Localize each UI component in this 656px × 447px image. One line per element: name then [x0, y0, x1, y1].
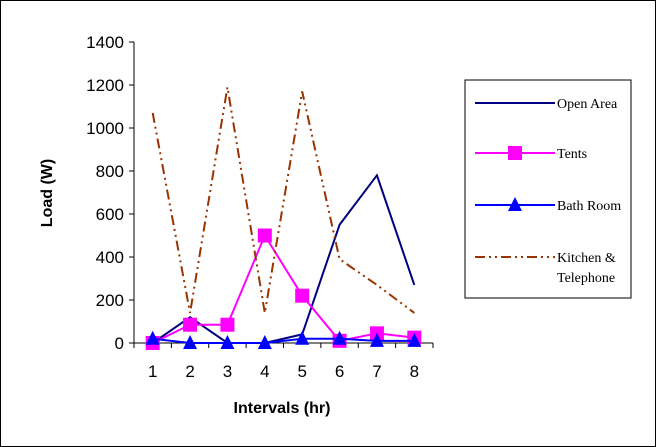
x-tick-label: 3	[223, 362, 232, 381]
x-axis-title: Intervals (hr)	[234, 400, 331, 417]
data-point	[183, 335, 198, 349]
data-point	[407, 332, 422, 347]
series-line	[152, 337, 415, 344]
data-point	[295, 330, 310, 345]
y-tick-label: 800	[96, 162, 124, 181]
legend-label: Telephone	[557, 271, 615, 286]
legend-item-1: Tents	[475, 146, 587, 162]
y-tick-label: 1000	[86, 119, 124, 138]
y-tick-label: 1400	[86, 33, 124, 52]
x-tick-label: 5	[297, 362, 306, 381]
y-tick-label: 1200	[86, 76, 124, 95]
data-point	[257, 228, 272, 243]
series-line	[151, 86, 415, 314]
data-point	[369, 332, 384, 347]
legend-item-3: Kitchen & Telephone	[475, 251, 616, 286]
series-1	[145, 228, 422, 350]
y-tick-label: 400	[96, 248, 124, 267]
data-point	[295, 288, 310, 303]
y-tick-label: 0	[115, 334, 124, 353]
data-point	[220, 317, 235, 332]
x-tick-label: 4	[260, 362, 269, 381]
legend-box	[464, 79, 632, 299]
legend-label: Tents	[557, 147, 587, 162]
y-tick-label: 600	[96, 205, 124, 224]
series-3	[151, 86, 415, 314]
x-tick-label: 2	[185, 362, 194, 381]
x-tick-label: 1	[148, 362, 157, 381]
data-point	[257, 335, 272, 349]
x-tick-label: 7	[372, 362, 381, 381]
data-point	[220, 335, 235, 349]
legend-label: Bath Room	[557, 199, 621, 214]
legend-item-0: Open Area	[475, 97, 618, 112]
data-point	[183, 317, 198, 332]
series-2	[145, 330, 422, 349]
y-axis-title: Load (W)	[39, 159, 56, 227]
legend-item-2: Bath Room	[475, 197, 621, 214]
x-tick-label: 8	[410, 362, 419, 381]
legend-label: Kitchen &	[557, 251, 616, 266]
legend-marker	[508, 197, 522, 211]
data-point	[145, 330, 160, 345]
y-tick-label: 200	[96, 291, 124, 310]
x-tick-label: 6	[335, 362, 344, 381]
legend-label: Open Area	[557, 97, 618, 112]
data-point	[332, 330, 347, 345]
legend-marker	[508, 146, 522, 160]
